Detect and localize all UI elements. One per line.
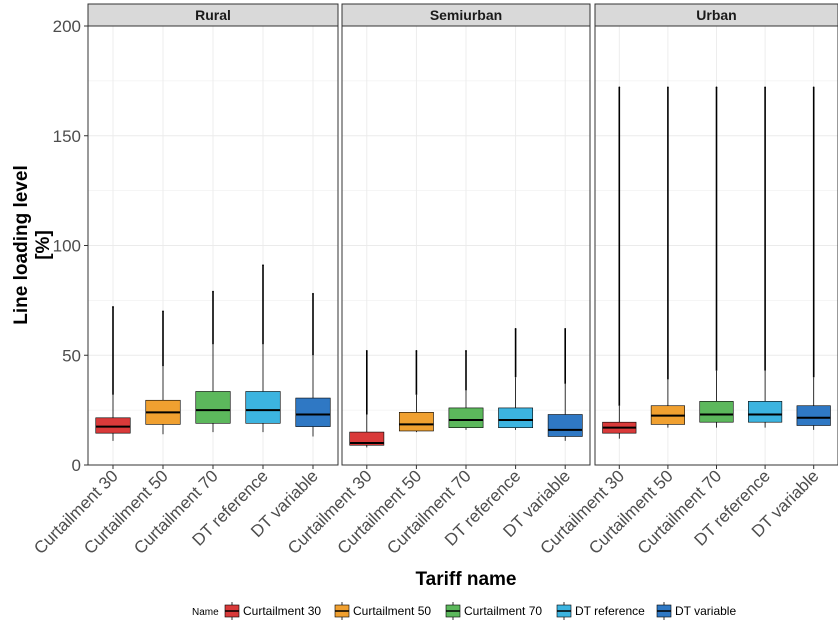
box-dt-variable bbox=[547, 328, 583, 441]
box-dt-variable bbox=[295, 292, 331, 437]
box-body bbox=[448, 407, 484, 428]
box-body bbox=[498, 407, 534, 428]
legend-key-dt-variable bbox=[656, 602, 672, 620]
outlier-point bbox=[365, 349, 368, 352]
box-curtailment-70 bbox=[699, 86, 734, 428]
box-dt-reference bbox=[498, 328, 534, 430]
outlier-point bbox=[715, 86, 718, 89]
outlier-point bbox=[514, 328, 517, 330]
outlier-point bbox=[162, 310, 164, 313]
outlier-point bbox=[667, 86, 669, 89]
box-body bbox=[245, 391, 281, 424]
box-curtailment-50 bbox=[650, 86, 685, 428]
legend-key-curtailment-50 bbox=[334, 602, 350, 620]
y-tick-label: 150 bbox=[53, 127, 81, 146]
legend-label: Curtailment 70 bbox=[464, 604, 542, 618]
legend-label: Curtailment 30 bbox=[243, 604, 321, 618]
box-curtailment-70 bbox=[195, 290, 231, 433]
facet-strip-label: Semiurban bbox=[430, 7, 502, 23]
outlier-point bbox=[465, 349, 467, 352]
outlier-point bbox=[812, 86, 815, 89]
outlier-point bbox=[415, 349, 418, 352]
box-body bbox=[699, 401, 734, 423]
outlier-point bbox=[212, 290, 214, 293]
box-curtailment-30 bbox=[602, 86, 637, 439]
y-tick-label: 200 bbox=[53, 17, 81, 36]
outlier-point bbox=[312, 292, 314, 295]
box-dt-reference bbox=[245, 264, 281, 433]
legend-label: DT reference bbox=[575, 604, 645, 618]
box-body bbox=[95, 417, 131, 434]
legend-key-curtailment-70 bbox=[445, 602, 461, 620]
y-tick-label: 50 bbox=[62, 346, 81, 365]
facet-strip-label: Rural bbox=[195, 7, 231, 23]
box-curtailment-50 bbox=[145, 310, 181, 435]
y-axis: 0 50 100 150 200 bbox=[53, 17, 88, 475]
legend-key-dt-reference bbox=[556, 602, 572, 620]
box-body bbox=[195, 391, 231, 424]
outlier-point bbox=[564, 328, 567, 330]
legend-key-curtailment-30 bbox=[224, 602, 240, 620]
box-body bbox=[748, 401, 783, 423]
box-curtailment-30 bbox=[349, 349, 385, 448]
legend: Name Curtailment 30 Curtailment 50 Curtail… bbox=[192, 602, 736, 620]
legend-label: DT variable bbox=[675, 604, 736, 618]
x-tick-label: Curtailment 30 bbox=[30, 466, 122, 558]
box-body bbox=[349, 431, 385, 446]
y-tick-label: 100 bbox=[53, 237, 81, 256]
box-curtailment-50 bbox=[398, 349, 434, 433]
y-tick-label: 0 bbox=[72, 456, 81, 475]
outlier-point bbox=[618, 86, 621, 89]
outlier-point bbox=[764, 86, 766, 89]
box-body bbox=[547, 414, 583, 437]
x-axis-title: Tariff name bbox=[415, 569, 516, 590]
outlier-point bbox=[262, 264, 264, 267]
x-tick-label: Curtailment 50 bbox=[585, 466, 677, 558]
legend-label: Curtailment 50 bbox=[353, 604, 431, 618]
x-tick-label: Curtailment 70 bbox=[634, 466, 726, 558]
box-body bbox=[398, 412, 434, 432]
facet-panels: Rural Curtailment 30 Curtailment 50Curtail… bbox=[30, 3, 838, 558]
box-curtailment-30 bbox=[95, 306, 131, 441]
box-curtailment-70 bbox=[448, 349, 484, 430]
legend-title: Name bbox=[192, 607, 219, 618]
outlier-point bbox=[112, 306, 114, 308]
box-dt-reference bbox=[748, 86, 783, 428]
box-body bbox=[295, 397, 331, 427]
y-axis-title-line-1: Line loading level bbox=[11, 165, 32, 324]
y-axis-title-line-2: [%] bbox=[33, 230, 54, 260]
box-dt-variable bbox=[796, 86, 831, 430]
box-body bbox=[796, 405, 831, 426]
facet-strip-label: Urban bbox=[696, 7, 736, 23]
